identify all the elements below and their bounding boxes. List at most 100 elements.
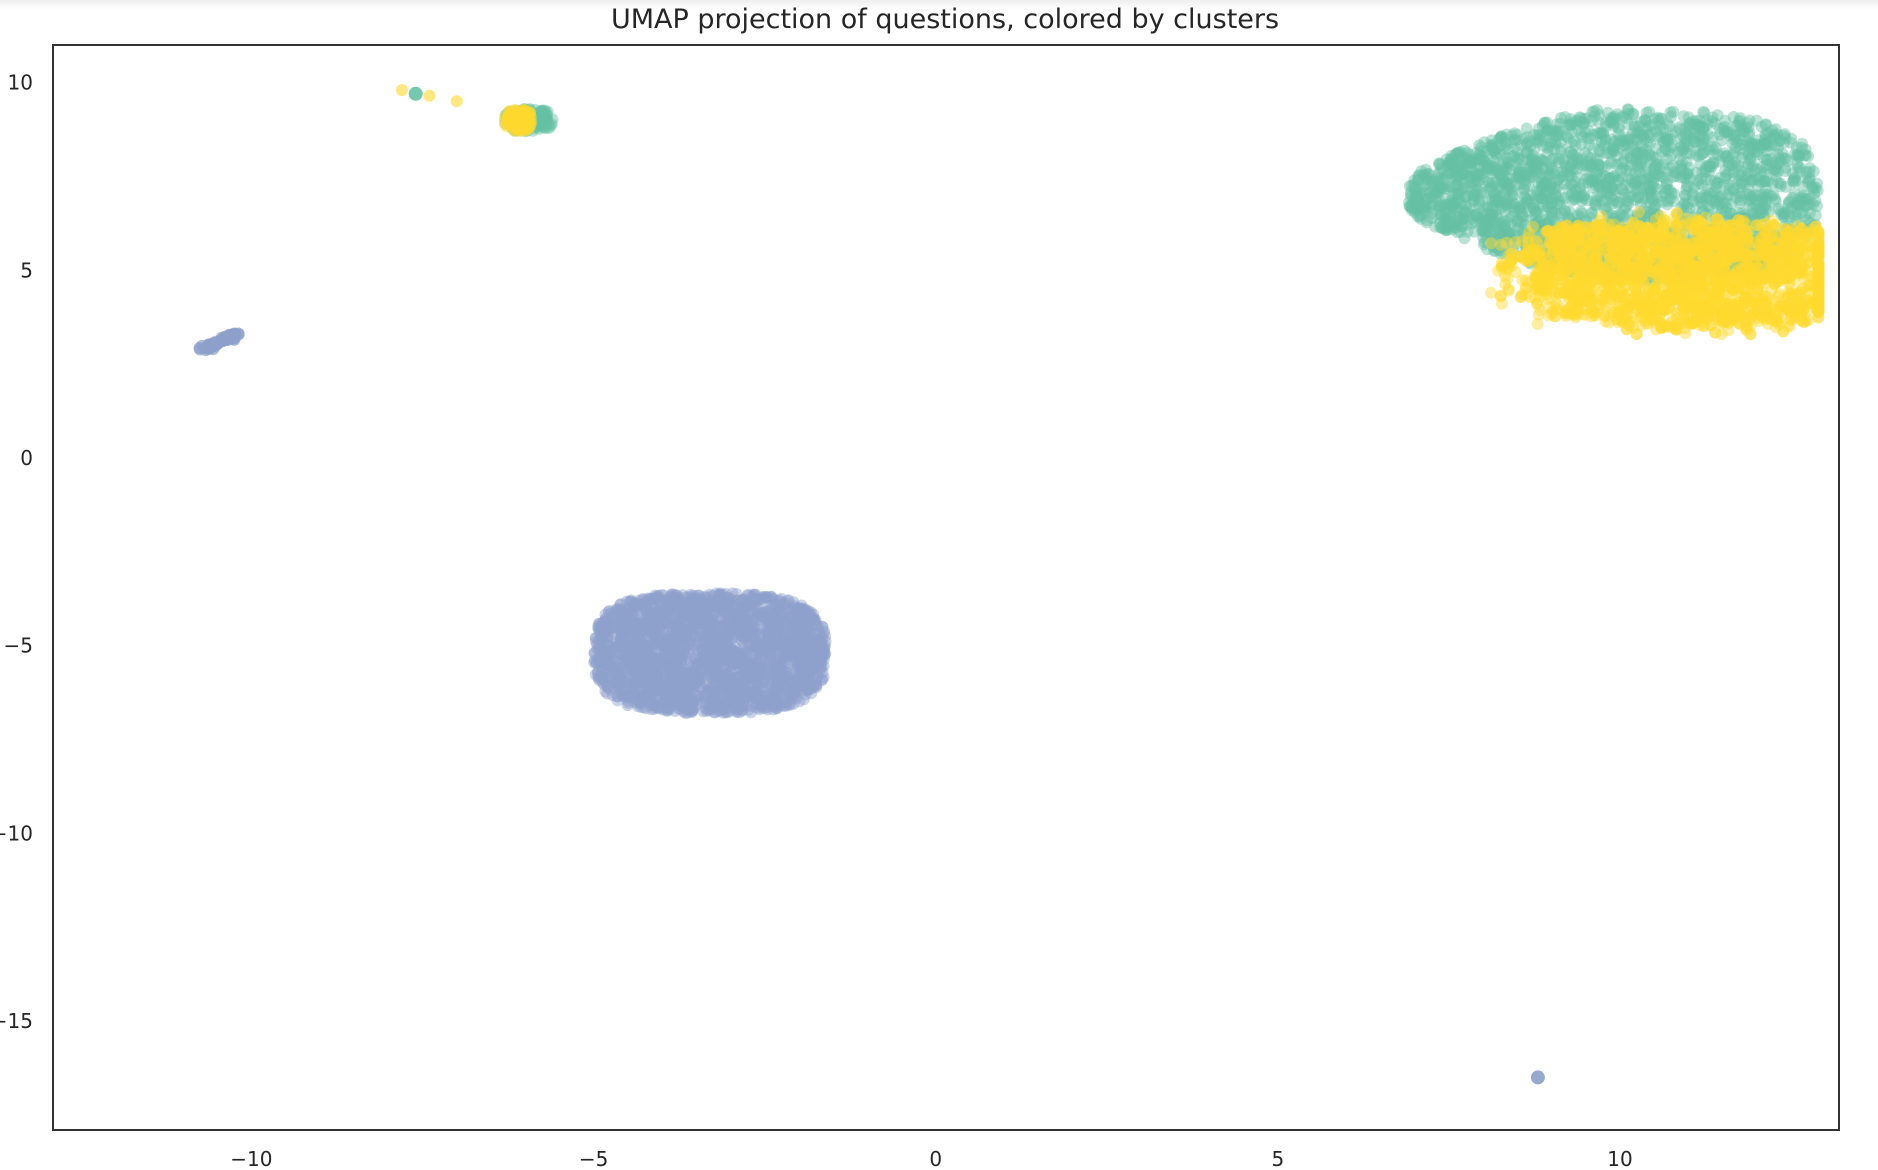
- data-point: [724, 688, 737, 701]
- data-point: [766, 642, 779, 655]
- data-point: [593, 674, 606, 687]
- data-point: [636, 618, 649, 631]
- data-point: [649, 669, 662, 682]
- data-point: [794, 656, 807, 669]
- data-point: [634, 634, 647, 647]
- data-point: [696, 616, 709, 629]
- data-point: [704, 614, 717, 627]
- data-point: [768, 640, 780, 653]
- data-point: [1527, 158, 1540, 171]
- data-point: [668, 621, 681, 634]
- data-point: [678, 688, 691, 701]
- data-point: [805, 660, 818, 673]
- data-point: [755, 659, 767, 672]
- data-point: [659, 690, 672, 703]
- data-point: [699, 702, 712, 715]
- data-point: [689, 629, 702, 642]
- data-point: [662, 661, 675, 674]
- data-point: [598, 631, 611, 644]
- data-point: [729, 622, 742, 635]
- data-point: [659, 610, 672, 623]
- data-point: [807, 608, 820, 621]
- data-point: [816, 648, 829, 660]
- data-point: [779, 653, 792, 666]
- data-point: [799, 688, 812, 701]
- data-point: [733, 689, 746, 701]
- data-point: [786, 685, 799, 698]
- data-point: [673, 600, 686, 613]
- data-point: [737, 684, 750, 697]
- data-point: [634, 634, 647, 647]
- data-point: [780, 699, 793, 712]
- data-point: [1444, 210, 1456, 223]
- data-point: [777, 616, 790, 629]
- data-point: [804, 659, 816, 672]
- data-point: [596, 670, 609, 683]
- data-point: [674, 649, 687, 661]
- data-point: [801, 640, 814, 653]
- data-point: [726, 651, 739, 664]
- data-point: [644, 699, 657, 712]
- data-point: [651, 671, 664, 684]
- data-point: [687, 679, 700, 692]
- data-point: [608, 616, 621, 629]
- data-point: [806, 662, 819, 675]
- data-point: [593, 656, 606, 669]
- data-point: [610, 621, 623, 634]
- data-point: [615, 609, 628, 622]
- data-point: [726, 607, 739, 620]
- data-point: [622, 695, 635, 707]
- data-point: [675, 649, 688, 662]
- data-point: [636, 694, 649, 707]
- data-point: [762, 695, 775, 708]
- data-point: [701, 681, 714, 693]
- data-point: [765, 591, 777, 603]
- data-point: [722, 596, 735, 609]
- data-point: [1680, 183, 1693, 196]
- data-point: [599, 613, 612, 626]
- data-point: [602, 665, 615, 678]
- data-point: [738, 684, 751, 697]
- data-point: [623, 605, 636, 618]
- data-point: [623, 662, 635, 675]
- data-point: [740, 629, 753, 642]
- data-point: [651, 670, 664, 683]
- data-point: [616, 615, 629, 628]
- data-point: [674, 636, 687, 649]
- data-point: [765, 698, 778, 710]
- data-point: [734, 676, 746, 689]
- data-point: [1534, 134, 1547, 147]
- data-point: [707, 608, 720, 621]
- data-point: [659, 616, 672, 629]
- data-point: [408, 86, 423, 101]
- data-point: [725, 621, 738, 634]
- data-point: [626, 656, 639, 669]
- data-point: [787, 658, 800, 671]
- data-point: [693, 595, 706, 608]
- data-point: [793, 643, 806, 656]
- data-point: [687, 675, 700, 688]
- data-point: [736, 703, 749, 716]
- data-point: [687, 639, 700, 652]
- data-point: [593, 633, 606, 646]
- data-point: [1654, 112, 1666, 125]
- data-point: [1563, 161, 1576, 174]
- data-point: [769, 626, 782, 639]
- data-point: [756, 669, 769, 682]
- data-point: [720, 638, 733, 651]
- data-point: [735, 602, 748, 614]
- data-point: [638, 654, 651, 667]
- data-point: [632, 695, 645, 707]
- data-point: [1605, 112, 1617, 125]
- data-point: [691, 632, 704, 645]
- data-point: [773, 698, 786, 711]
- data-point: [622, 691, 635, 704]
- data-point: [596, 676, 609, 689]
- data-point: [797, 627, 810, 640]
- data-point: [227, 332, 240, 345]
- data-point: [649, 631, 662, 644]
- data-point: [647, 663, 659, 676]
- data-point: [729, 599, 742, 612]
- data-point: [678, 631, 691, 644]
- data-point: [723, 671, 736, 683]
